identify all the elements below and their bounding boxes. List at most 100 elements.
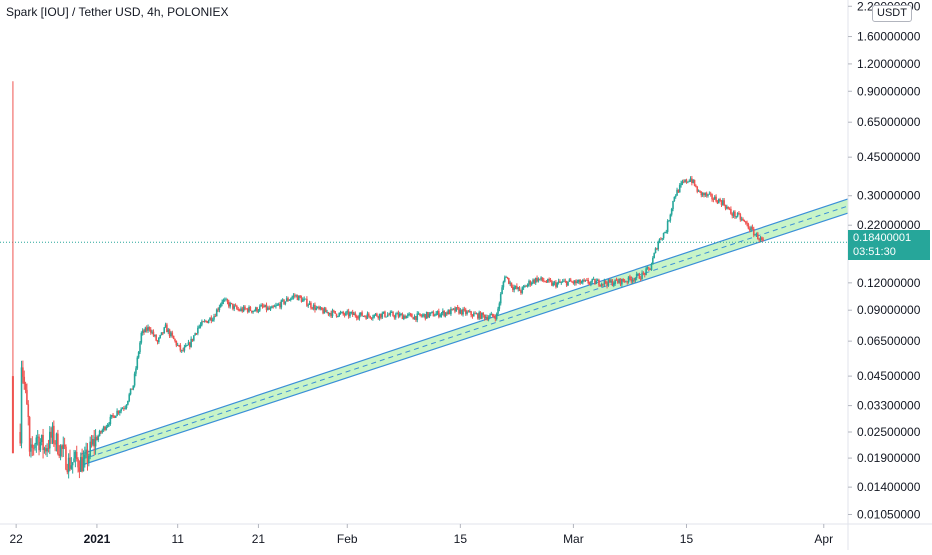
- candle-body: [591, 279, 594, 282]
- candle-body: [650, 264, 653, 271]
- candle-body: [654, 248, 657, 254]
- candle-body: [411, 314, 413, 318]
- candle-body: [311, 307, 314, 309]
- candle-body: [124, 407, 126, 409]
- candle-body: [682, 181, 685, 183]
- candle-body: [168, 329, 171, 337]
- candle-body: [646, 267, 649, 269]
- last-price-value: 0.18400001: [853, 232, 912, 244]
- candle-body: [717, 199, 720, 204]
- candle-body: [240, 308, 242, 311]
- x-tick-label: 21: [252, 532, 266, 546]
- candle-body: [517, 287, 520, 289]
- candle-body: [705, 193, 708, 196]
- time-axis[interactable]: 22 2021 11 21 Feb 15 Mar 15 Apr: [0, 523, 932, 546]
- candle-body: [257, 310, 260, 312]
- candle-body: [643, 273, 646, 275]
- candle-body: [731, 213, 734, 216]
- candle-body: [462, 309, 464, 315]
- candles[interactable]: [11, 81, 764, 479]
- candle-body: [573, 280, 576, 284]
- candle-body: [493, 316, 495, 317]
- candle-body: [40, 435, 43, 443]
- candle-body: [252, 310, 254, 313]
- candle-body: [708, 193, 711, 195]
- candle-body: [722, 200, 724, 205]
- candle-body: [273, 306, 276, 308]
- candle-body: [236, 306, 238, 309]
- candle-body: [170, 332, 172, 337]
- candle-body: [327, 312, 330, 315]
- candle-body: [477, 313, 479, 319]
- candle-body: [158, 337, 160, 343]
- candle-body: [281, 299, 284, 301]
- y-tick-label: 0.90000000: [857, 84, 921, 98]
- candle-body: [112, 414, 114, 416]
- candle-body: [436, 311, 439, 314]
- candle-body: [199, 324, 202, 327]
- y-tick-label: 0.30000000: [857, 189, 921, 203]
- candle-body: [743, 220, 746, 222]
- price-axis[interactable]: 2.200000001.600000001.200000000.90000000…: [847, 0, 921, 550]
- candle-body: [295, 295, 297, 297]
- candle-body: [433, 315, 436, 317]
- candle-body: [761, 237, 763, 240]
- currency-badge[interactable]: USDT: [872, 5, 912, 22]
- candle-body: [666, 221, 669, 232]
- candle-body: [38, 436, 40, 451]
- chart-title: Spark [IOU] / Tether USD, 4h, POLONIEX: [6, 5, 229, 19]
- y-tick-label: 1.20000000: [857, 57, 921, 71]
- candle-body: [32, 447, 35, 449]
- candle-body: [22, 367, 24, 377]
- candle-body: [750, 226, 752, 231]
- candle-body: [479, 312, 482, 319]
- candle-body: [746, 222, 748, 225]
- candle-body: [444, 312, 447, 316]
- candle-body: [565, 281, 568, 286]
- candle-body: [712, 199, 715, 200]
- candle-body: [526, 284, 529, 287]
- candle-body: [229, 302, 231, 307]
- candle-body: [629, 276, 631, 279]
- candle-body: [140, 332, 143, 343]
- candle-body: [595, 280, 598, 284]
- candle-body: [272, 306, 275, 308]
- candle-body: [572, 281, 575, 284]
- candle-body: [242, 306, 245, 312]
- candle-body: [633, 279, 635, 281]
- candle-body: [66, 469, 69, 473]
- candle-body: [425, 312, 428, 319]
- candle-body: [711, 194, 713, 200]
- candle-body: [353, 313, 355, 316]
- candle-body: [602, 283, 604, 285]
- candle-body: [541, 277, 544, 281]
- candle-body: [304, 298, 307, 300]
- candle-body: [696, 186, 699, 192]
- spike-candle: [11, 376, 14, 454]
- candle-body: [637, 273, 639, 275]
- candle-body: [417, 313, 420, 315]
- candle-body: [55, 433, 58, 444]
- candle-body: [284, 301, 287, 304]
- candle-body: [198, 326, 201, 328]
- candle-body: [27, 404, 30, 418]
- candle-body: [359, 312, 362, 315]
- candle-body: [619, 278, 622, 285]
- candle-body: [451, 308, 454, 310]
- channel-upper-line: [80, 198, 849, 455]
- candle-body: [559, 281, 561, 283]
- candle-body: [162, 332, 164, 334]
- candle-body: [232, 303, 234, 309]
- candle-body: [483, 315, 486, 319]
- candle-body: [245, 308, 248, 310]
- parallel-channel[interactable]: [80, 198, 849, 466]
- candle-body: [265, 304, 268, 310]
- candle-body: [347, 311, 350, 317]
- candle-body: [261, 305, 264, 307]
- candle-body: [467, 311, 470, 313]
- channel-lower-line: [80, 212, 849, 466]
- candle-body: [759, 237, 762, 241]
- candle-body: [727, 206, 730, 209]
